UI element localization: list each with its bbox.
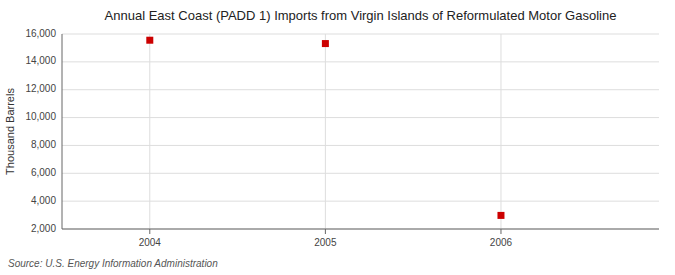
x-axis-line <box>62 229 659 230</box>
x-tick-label: 2006 <box>490 237 513 248</box>
y-grid-line <box>62 145 659 146</box>
x-tick-label: 2005 <box>314 237 337 248</box>
y-axis-line <box>62 34 63 229</box>
y-grid-line <box>62 61 659 62</box>
x-grid-line <box>325 34 326 229</box>
x-tick-label: 2004 <box>139 237 162 248</box>
y-grid-line <box>62 117 659 118</box>
y-tick-label: 14,000 <box>25 55 56 66</box>
source: Source: U.S. Energy Information Administ… <box>8 258 218 269</box>
chart: 2,000 4,000 6,000 8,000 10,000 12,000 14,000 16… <box>0 0 675 275</box>
y-axis-label: Thousand Barrels <box>4 88 16 175</box>
y-grid-line <box>62 173 659 174</box>
point <box>322 40 329 47</box>
y-grid-line <box>62 34 659 35</box>
x-tick <box>149 229 150 234</box>
y-tick-label: 12,000 <box>25 83 56 94</box>
y-tick-label: 4,000 <box>31 195 56 206</box>
y-tick-label: 16,000 <box>25 28 56 39</box>
title: Annual East Coast (PADD 1) Imports from … <box>105 8 617 23</box>
y-grid-line <box>62 89 659 90</box>
y-grid-line <box>62 229 659 230</box>
point <box>146 37 153 44</box>
y-tick-label: 10,000 <box>25 111 56 122</box>
grid <box>62 34 659 229</box>
y-grid-line <box>62 201 659 202</box>
y-tick-label: 2,000 <box>31 223 56 234</box>
y-tick-label: 6,000 <box>31 167 56 178</box>
y-tick-label: 8,000 <box>31 139 56 150</box>
x-tick <box>500 229 501 234</box>
points <box>146 37 504 219</box>
point <box>497 212 504 219</box>
x-tick <box>325 229 326 234</box>
axes: 2,000 4,000 6,000 8,000 10,000 12,000 14,000 16… <box>25 28 659 248</box>
x-grid-line <box>500 34 501 229</box>
x-grid-line <box>149 34 150 229</box>
